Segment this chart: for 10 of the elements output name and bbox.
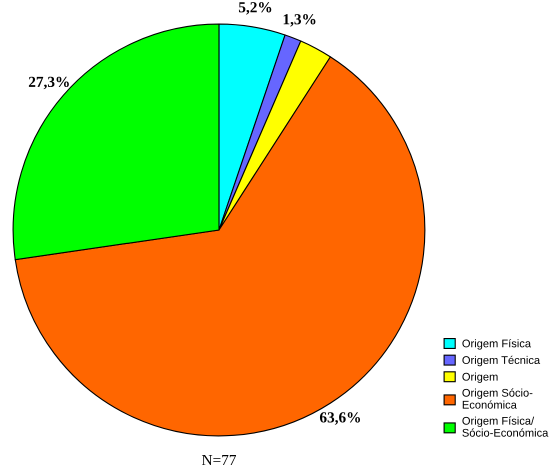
text: N=77	[202, 455, 236, 466]
legend-label: Origem Técnica	[462, 356, 540, 366]
data-label: 1,3%	[284, 14, 316, 27]
legend-label: Origem	[462, 372, 498, 383]
data-label: 63,6%	[320, 412, 360, 425]
legend-label: Origem Física/ Sócio-Económica	[462, 416, 548, 437]
legend-label: Origem Física	[462, 339, 532, 350]
legend-label: Origem Sócio- Económica	[462, 388, 532, 409]
data-label: 27,3%	[28, 76, 69, 90]
data-label: 5,2%	[238, 2, 272, 15]
